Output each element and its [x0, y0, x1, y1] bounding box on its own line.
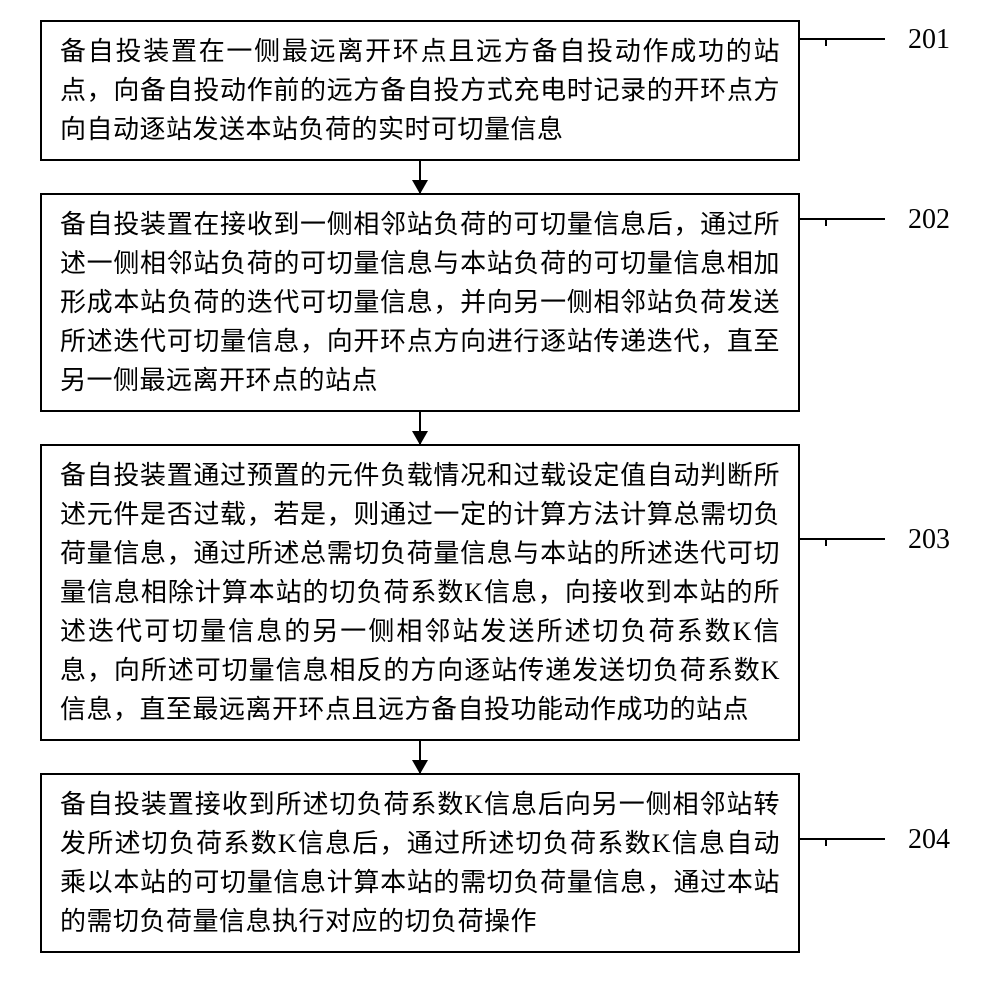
reference-label-204: 204	[908, 824, 950, 856]
flowchart-box-203: 备自投装置通过预置的元件负载情况和过载设定值自动判断所述元件是否过载，若是，则通…	[40, 444, 800, 741]
reference-label-201: 201	[908, 24, 950, 56]
flowchart-container: 备自投装置在一侧最远离开环点且远方备自投动作成功的站点，向备自投动作前的远方备自…	[40, 20, 800, 953]
connector-line	[800, 38, 825, 40]
arrow-down	[419, 741, 421, 773]
connector-line	[825, 38, 885, 40]
flowchart-box-201: 备自投装置在一侧最远离开环点且远方备自投动作成功的站点，向备自投动作前的远方备自…	[40, 20, 800, 161]
flowchart-box-202: 备自投装置在接收到一侧相邻站负荷的可切量信息后，通过所述一侧相邻站负荷的可切量信…	[40, 193, 800, 412]
arrow-down	[419, 161, 421, 193]
connector-line	[800, 838, 825, 840]
connector-line	[800, 218, 825, 220]
connector-line	[825, 218, 885, 220]
arrow-down	[419, 412, 421, 444]
connector-line	[825, 538, 885, 540]
connector-line	[825, 838, 885, 840]
connector-line	[800, 538, 825, 540]
flowchart-box-204: 备自投装置接收到所述切负荷系数K信息后向另一侧相邻站转发所述切负荷系数K信息后，…	[40, 773, 800, 953]
reference-label-203: 203	[908, 524, 950, 556]
reference-label-202: 202	[908, 204, 950, 236]
